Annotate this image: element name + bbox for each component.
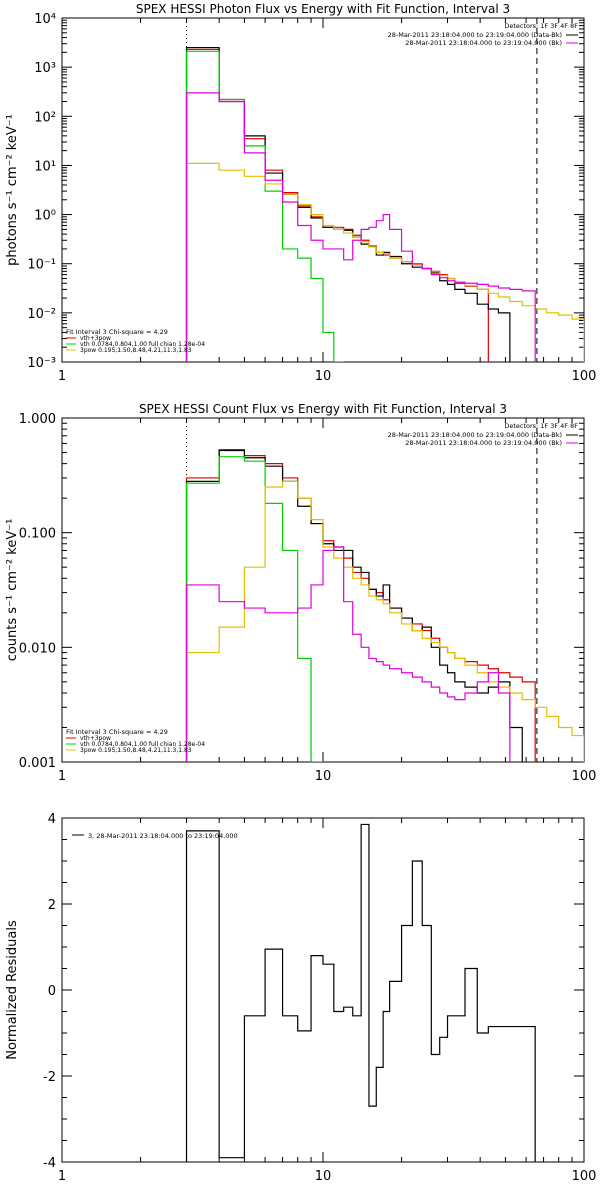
series-line	[185, 50, 345, 362]
y-tick-label: 0.100	[19, 527, 56, 542]
series-line	[185, 456, 324, 762]
fit-legend-entry: vth+3pow	[80, 335, 111, 342]
y-tick-label: 10³	[34, 61, 56, 76]
series-line	[185, 48, 489, 362]
series-group	[185, 823, 536, 1162]
y-tick-label: 10⁻¹	[27, 258, 56, 273]
x-tick-label: 1	[58, 1169, 66, 1184]
y-tick-label: 0.010	[19, 641, 56, 656]
series-line	[185, 449, 523, 762]
fit-legend-entry: vth 0.0784,0.804,1.00 full chian 1.28e-0…	[80, 741, 205, 748]
y-tick-label: 0	[48, 984, 56, 999]
x-tick-label: 100	[572, 369, 597, 384]
y-tick-label: 10⁰	[34, 209, 56, 224]
fit-legend-entry: vth 0.0784,0.804,1.00 full chian 1.28e-0…	[80, 341, 205, 348]
fit-legend-entry: 3pow 0.195,1.50,8.48,4.21,11.3,1.83	[80, 747, 192, 754]
series-line	[185, 162, 584, 362]
plot-frame	[61, 817, 585, 1163]
chart-panel-1: SPEX HESSI Photon Flux vs Energy with Fi…	[5, 2, 596, 384]
legend-detectors: Detectors: 1F 3F 4F 8F	[504, 22, 578, 30]
series-line	[185, 480, 584, 762]
series-line	[185, 92, 536, 362]
y-tick-label: 10¹	[34, 159, 56, 174]
x-tick-label: 100	[572, 1169, 597, 1184]
fit-legend-entry: 3pow 0.195,1.50,8.48,4.21,11.3,1.83	[80, 347, 192, 354]
chart-title: SPEX HESSI Count Flux vs Energy with Fit…	[139, 402, 507, 416]
fit-legend-entry: vth+3pow	[80, 735, 111, 742]
y-tick-label: 10⁻²	[27, 307, 56, 322]
legend-entry: 28-Mar-2011 23:18:04.000 to 23:19:04.000…	[405, 439, 562, 447]
y-axis-label: photons s⁻¹ cm⁻² keV⁻¹	[5, 114, 20, 266]
y-tick-label: -2	[43, 1070, 56, 1085]
plot-frame	[61, 417, 585, 763]
y-tick-label: 10⁴	[34, 12, 56, 27]
fit-legend-header: Fit Interval 3 Chi-square = 4.29	[66, 328, 168, 336]
series-line	[185, 46, 511, 362]
chart-panel-3: Normalized Residuals 1 10 100 -4 -2 0 2 4 3, 28-M…	[5, 812, 596, 1184]
y-tick-label: 10²	[34, 110, 56, 125]
series-line	[185, 823, 536, 1162]
x-tick-label: 10	[315, 1169, 332, 1184]
y-tick-label: 10⁻³	[27, 356, 56, 371]
x-tick-label: 10	[315, 769, 332, 784]
series-group	[185, 46, 584, 362]
x-tick-label: 1	[58, 369, 66, 384]
legend-entry: 3, 28-Mar-2011 23:18:04.000 to 23:19:04.…	[88, 832, 238, 840]
y-axis-label: counts s⁻¹ cm⁻² keV⁻¹	[5, 519, 20, 662]
x-tick-label: 10	[315, 369, 332, 384]
chart-title: SPEX HESSI Photon Flux vs Energy with Fi…	[136, 2, 510, 16]
y-tick-label: 2	[48, 898, 56, 913]
y-tick-label: 0.001	[19, 756, 56, 771]
y-tick-label: -4	[43, 1156, 56, 1171]
fit-legend-header: Fit Interval 3 Chi-square = 4.29	[66, 728, 168, 736]
y-tick-label: 1.000	[19, 412, 56, 427]
x-tick-label: 1	[58, 769, 66, 784]
legend-entry: 28-Mar-2011 23:18:04.000 to 23:19:04.000…	[388, 431, 562, 439]
series-line	[185, 546, 511, 762]
legend-entry: 28-Mar-2011 23:18:04.000 to 23:19:04.000…	[405, 39, 562, 47]
legend-detectors: Detectors: 1F 3F 4F 8F	[504, 422, 578, 430]
x-tick-label: 100	[572, 769, 597, 784]
series-line	[185, 449, 536, 762]
y-axis-label: Normalized Residuals	[5, 920, 20, 1060]
legend-entry: 28-Mar-2011 23:18:04.000 to 23:19:04.000…	[388, 31, 562, 39]
y-tick-label: 4	[48, 812, 56, 827]
chart-panel-2: SPEX HESSI Count Flux vs Energy with Fit…	[5, 402, 597, 784]
series-group	[185, 449, 584, 762]
